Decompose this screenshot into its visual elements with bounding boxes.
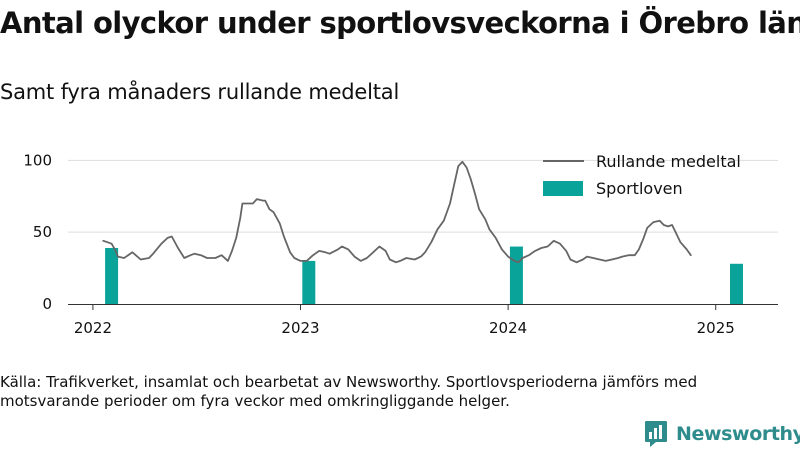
y-tick-label-0: 0	[42, 295, 52, 313]
newsworthy-chart-logo-icon	[645, 421, 667, 447]
y-tick-label-50: 50	[33, 223, 52, 241]
legend-label-rullande-medeltal: Rullande medeltal	[596, 152, 741, 171]
x-axis-ticks: 2022 2023 2024 2025	[74, 304, 735, 335]
x-tick-label-2022: 2022	[74, 319, 112, 335]
rolling-average-line	[102, 160, 692, 264]
newsworthy-logo: Newsworthy	[644, 419, 800, 449]
bar-1	[105, 247, 119, 304]
x-tick-label-2024: 2024	[489, 319, 527, 335]
bar-4	[729, 263, 743, 304]
bar-3	[509, 246, 523, 304]
chart-title: Antal olyckor under sportlovsveckorna i …	[0, 6, 800, 40]
gridlines	[68, 159, 778, 233]
legend-label-sportloven: Sportloven	[596, 179, 683, 198]
logo-text: Newsworthy	[676, 423, 800, 445]
y-axis-ticks: 0 50 100	[23, 151, 52, 313]
x-tick-label-2023: 2023	[281, 319, 319, 335]
chart-subtitle: Samt fyra månaders rullande medeltal	[0, 80, 400, 104]
x-tick-label-2025: 2025	[697, 319, 735, 335]
chart: 0 50 100 2022 2023 2024 2025 Rullande medelta…	[23, 151, 778, 335]
y-tick-label-100: 100	[23, 151, 52, 169]
source-note: Källa: Trafikverket, insamlat och bearbe…	[0, 373, 698, 410]
legend-bar-swatch	[543, 181, 583, 196]
legend: Rullande medeltal Sportloven	[543, 152, 741, 198]
bar-2	[302, 260, 316, 304]
